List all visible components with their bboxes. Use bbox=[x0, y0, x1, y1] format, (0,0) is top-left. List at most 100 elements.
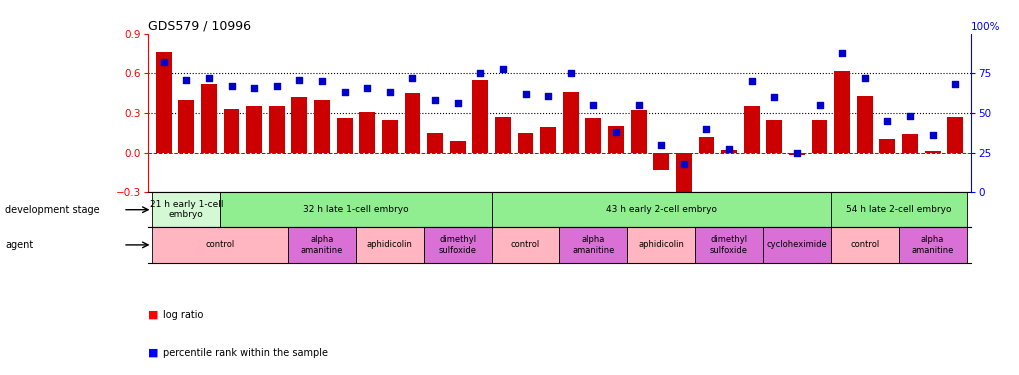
Point bbox=[291, 76, 308, 82]
Bar bbox=[834, 71, 849, 153]
Point bbox=[698, 126, 714, 132]
Bar bbox=[201, 84, 217, 153]
Text: control: control bbox=[511, 240, 540, 249]
Bar bbox=[356, 227, 423, 262]
Point bbox=[359, 85, 375, 91]
Bar bbox=[811, 120, 826, 153]
Text: ■: ■ bbox=[148, 348, 158, 357]
Text: alpha
amanitine: alpha amanitine bbox=[572, 235, 614, 255]
Bar bbox=[901, 134, 917, 153]
Bar bbox=[359, 112, 375, 153]
Bar bbox=[220, 192, 491, 227]
Point bbox=[449, 100, 466, 106]
Point bbox=[878, 118, 895, 124]
Text: control: control bbox=[849, 240, 878, 249]
Point bbox=[743, 78, 759, 84]
Point bbox=[607, 129, 624, 135]
Point bbox=[156, 59, 172, 65]
Bar bbox=[585, 118, 601, 153]
Point bbox=[201, 75, 217, 81]
Point bbox=[427, 97, 443, 103]
Bar bbox=[494, 117, 511, 153]
Point bbox=[946, 81, 962, 87]
Bar bbox=[517, 133, 533, 153]
Bar bbox=[676, 153, 691, 195]
Text: 54 h late 2-cell embryo: 54 h late 2-cell embryo bbox=[845, 205, 951, 214]
Point bbox=[223, 83, 239, 89]
Bar bbox=[558, 227, 627, 262]
Bar bbox=[630, 110, 646, 153]
Bar bbox=[152, 192, 220, 227]
Bar bbox=[627, 227, 695, 262]
Text: development stage: development stage bbox=[5, 205, 100, 215]
Bar bbox=[695, 227, 762, 262]
Bar bbox=[898, 227, 966, 262]
Text: 21 h early 1-cell
embryo: 21 h early 1-cell embryo bbox=[150, 200, 223, 219]
Text: cycloheximide: cycloheximide bbox=[766, 240, 826, 249]
Bar bbox=[856, 96, 872, 153]
Text: dimethyl
sulfoxide: dimethyl sulfoxide bbox=[438, 235, 476, 255]
Bar bbox=[156, 52, 171, 153]
Bar bbox=[607, 126, 624, 153]
Text: percentile rank within the sample: percentile rank within the sample bbox=[163, 348, 328, 357]
Bar bbox=[423, 227, 491, 262]
Bar bbox=[178, 100, 194, 153]
Point bbox=[652, 142, 668, 148]
Text: control: control bbox=[206, 240, 234, 249]
Point bbox=[539, 93, 555, 99]
Text: alpha
amanitine: alpha amanitine bbox=[301, 235, 342, 255]
Bar bbox=[287, 227, 356, 262]
Bar bbox=[427, 133, 442, 153]
Point bbox=[901, 113, 917, 119]
Bar bbox=[789, 153, 804, 155]
Point bbox=[314, 78, 330, 84]
Bar bbox=[830, 192, 966, 227]
Bar bbox=[762, 227, 830, 262]
Point bbox=[178, 76, 195, 82]
Bar bbox=[405, 93, 420, 153]
Point bbox=[765, 94, 782, 100]
Text: log ratio: log ratio bbox=[163, 310, 204, 320]
Point bbox=[720, 146, 737, 152]
Bar bbox=[924, 151, 940, 153]
Text: aphidicolin: aphidicolin bbox=[367, 240, 413, 249]
Point bbox=[517, 91, 533, 97]
Point bbox=[630, 102, 646, 108]
Bar bbox=[269, 106, 284, 153]
Bar bbox=[291, 97, 307, 153]
Text: ■: ■ bbox=[148, 310, 158, 320]
Text: dimethyl
sulfoxide: dimethyl sulfoxide bbox=[709, 235, 747, 255]
Bar bbox=[472, 80, 488, 153]
Bar bbox=[720, 150, 737, 153]
Text: agent: agent bbox=[5, 240, 34, 250]
Point bbox=[381, 89, 397, 95]
Text: alpha
amanitine: alpha amanitine bbox=[911, 235, 953, 255]
Bar bbox=[698, 137, 713, 153]
Bar bbox=[878, 140, 895, 153]
Point bbox=[675, 160, 691, 166]
Text: 100%: 100% bbox=[970, 22, 1000, 32]
Text: 43 h early 2-cell embryo: 43 h early 2-cell embryo bbox=[605, 205, 716, 214]
Bar bbox=[653, 153, 668, 170]
Bar bbox=[491, 192, 830, 227]
Bar bbox=[830, 227, 898, 262]
Bar bbox=[765, 120, 782, 153]
Point bbox=[562, 70, 579, 76]
Point bbox=[834, 50, 850, 56]
Bar bbox=[491, 227, 558, 262]
Bar bbox=[381, 120, 397, 153]
Point bbox=[246, 85, 262, 91]
Bar bbox=[246, 106, 262, 153]
Text: aphidicolin: aphidicolin bbox=[638, 240, 684, 249]
Point bbox=[268, 83, 284, 89]
Bar bbox=[314, 100, 329, 153]
Point bbox=[923, 132, 940, 138]
Point bbox=[404, 75, 420, 81]
Bar bbox=[540, 128, 555, 153]
Text: GDS579 / 10996: GDS579 / 10996 bbox=[148, 20, 251, 33]
Bar bbox=[562, 92, 578, 153]
Point bbox=[856, 75, 872, 81]
Point bbox=[585, 102, 601, 108]
Point bbox=[788, 150, 804, 156]
Bar bbox=[223, 109, 239, 153]
